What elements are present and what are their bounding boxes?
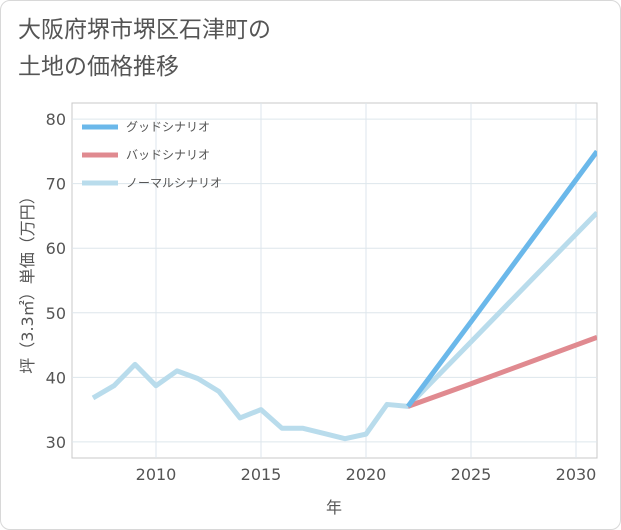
y-axis-title: 坪（3.3㎡）単価（万円）	[18, 188, 37, 373]
y-tick-label: 80	[46, 110, 66, 129]
grid-lines	[72, 103, 597, 458]
x-tick-label: 2015	[241, 465, 282, 484]
y-tick-label: 70	[46, 175, 66, 194]
legend-label: ノーマルシナリオ	[126, 176, 222, 190]
chart-title-line2: 土地の価格推移	[18, 54, 179, 80]
x-tick-label: 2010	[136, 465, 177, 484]
x-tick-label: 2025	[451, 465, 492, 484]
y-tick-label: 50	[46, 304, 66, 323]
y-tick-label: 60	[46, 239, 66, 258]
chart-title-line1: 大阪府堺市堺区石津町の	[18, 17, 271, 43]
y-tick-labels: 30 40 50 60 70 80	[46, 110, 66, 452]
plot-area	[71, 102, 598, 459]
series-lines	[91, 149, 597, 442]
x-tick-label: 2030	[556, 465, 597, 484]
series-line-bad	[407, 334, 597, 409]
legend-label: バッドシナリオ	[126, 148, 210, 162]
legend-label: グッドシナリオ	[126, 120, 210, 134]
series-line-good	[405, 149, 597, 408]
y-tick-label: 40	[46, 368, 66, 387]
chart-title: 大阪府堺市堺区石津町の 土地の価格推移	[18, 12, 271, 86]
x-axis-title: 年	[326, 498, 342, 517]
x-tick-labels: 2010 2015 2020 2025 2030	[136, 465, 597, 484]
y-tick-label: 30	[46, 433, 66, 452]
x-tick-label: 2020	[346, 465, 387, 484]
